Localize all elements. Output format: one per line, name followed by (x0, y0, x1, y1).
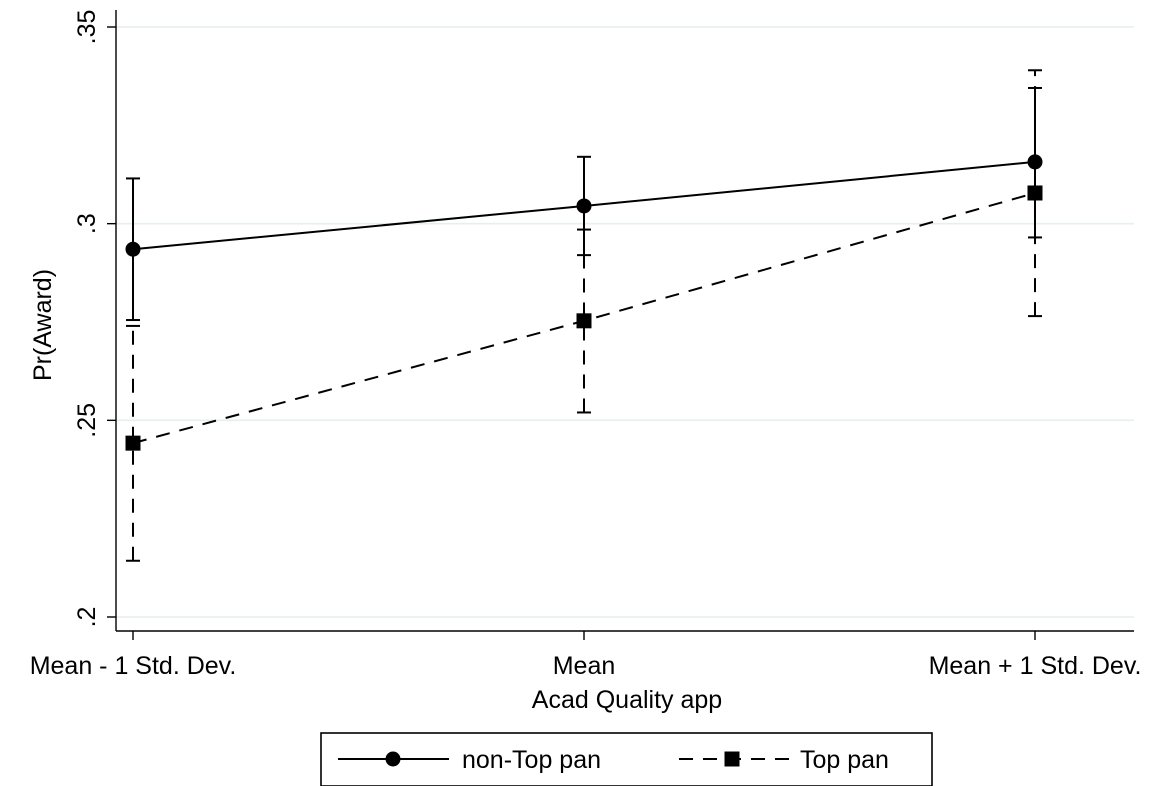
legend: non-Top pan Top pan (320, 732, 933, 786)
legend-marker (385, 751, 401, 767)
data-point (576, 198, 592, 214)
axes: .2 .25 .3 .35 Mean - 1 Std. Dev. Mean Mean + 1… (30, 10, 1142, 680)
y-tick-label: .2 (73, 607, 101, 628)
series-2 (125, 69, 1043, 562)
series-1 (125, 86, 1043, 322)
data-point (125, 435, 141, 451)
data-point (576, 313, 592, 329)
data-point (125, 241, 141, 257)
x-tick-label: Mean (553, 652, 616, 680)
plot-series (125, 69, 1043, 562)
gridlines (116, 26, 1134, 618)
y-axis-title: Pr(Award) (29, 269, 57, 381)
y-tick-label: .25 (73, 403, 101, 438)
x-tick-label: Mean - 1 Std. Dev. (30, 652, 237, 680)
legend-label: non-Top pan (462, 746, 601, 774)
legend-label: Top pan (800, 746, 889, 774)
x-axis-title: Acad Quality app (532, 686, 722, 714)
y-tick-label: .35 (73, 10, 101, 45)
legend-marker (724, 751, 740, 767)
x-tick-label: Mean + 1 Std. Dev. (929, 652, 1142, 680)
y-tick-label: .3 (73, 213, 101, 234)
data-point (1027, 185, 1043, 201)
